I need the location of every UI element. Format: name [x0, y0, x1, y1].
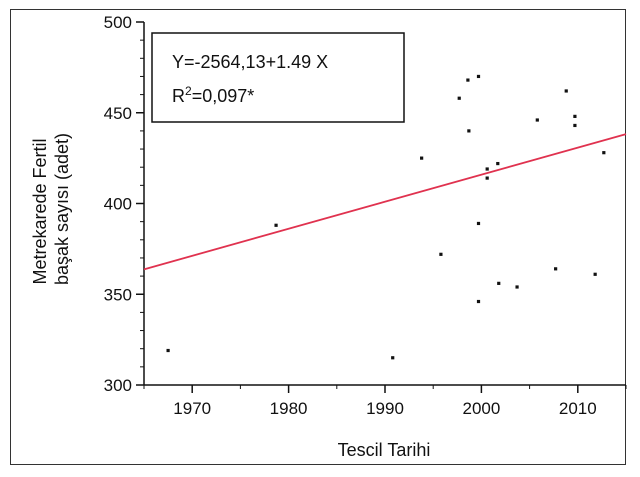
y-tick-label: 350 [104, 285, 132, 304]
tick-labels: 300 350 400 450 500 1970 1980 1990 2000 2010 [104, 13, 597, 418]
y-axis-title-line-2: başak sayısı (adet) [52, 133, 72, 285]
data-point [485, 176, 489, 180]
data-point [166, 348, 170, 353]
x-tick-label: 2010 [559, 399, 597, 418]
data-point [573, 114, 577, 118]
r-squared-text: R2=0,097* [172, 84, 254, 106]
data-point [602, 151, 606, 155]
data-point [515, 285, 519, 289]
r-squared-value: =0,097* [192, 86, 255, 106]
y-axis-title-line-1: Metrekarede Fertil [30, 138, 50, 284]
data-point [391, 356, 395, 360]
y-tick-label: 400 [104, 195, 132, 214]
data-point [439, 252, 443, 256]
r-squared-prefix: R [172, 86, 185, 106]
data-point [593, 272, 597, 276]
data-point [554, 267, 558, 271]
r-squared-superscript: 2 [185, 84, 192, 98]
data-point [573, 123, 577, 128]
regression-line [143, 133, 627, 271]
data-point [564, 89, 568, 93]
data-point [467, 129, 471, 133]
x-tick-label: 1980 [270, 399, 308, 418]
data-point [485, 167, 489, 171]
data-point [420, 156, 424, 160]
y-tick-label: 450 [104, 104, 132, 123]
y-tick-label: 300 [104, 376, 132, 395]
data-point [466, 78, 470, 82]
y-tick-label: 500 [104, 13, 132, 32]
data-point [476, 74, 481, 79]
y-axis-title: Metrekarede Fertil başak sayısı (adet) [30, 133, 72, 285]
data-point [535, 118, 539, 122]
equation-box [151, 32, 405, 123]
x-tick-label: 1970 [173, 399, 211, 418]
x-axis-title: Tescil Tarihi [338, 440, 431, 460]
x-tick-label: 1990 [366, 399, 404, 418]
data-point [497, 281, 501, 285]
data-point [476, 299, 481, 304]
tick-marks [136, 21, 627, 393]
data-point [457, 96, 461, 100]
equation-text: Y=-2564,13+1.49 X [172, 52, 328, 72]
data-point [274, 223, 278, 227]
data-point [476, 221, 481, 226]
x-tick-label: 2000 [462, 399, 500, 418]
data-point [496, 161, 500, 166]
data-points [166, 74, 606, 360]
